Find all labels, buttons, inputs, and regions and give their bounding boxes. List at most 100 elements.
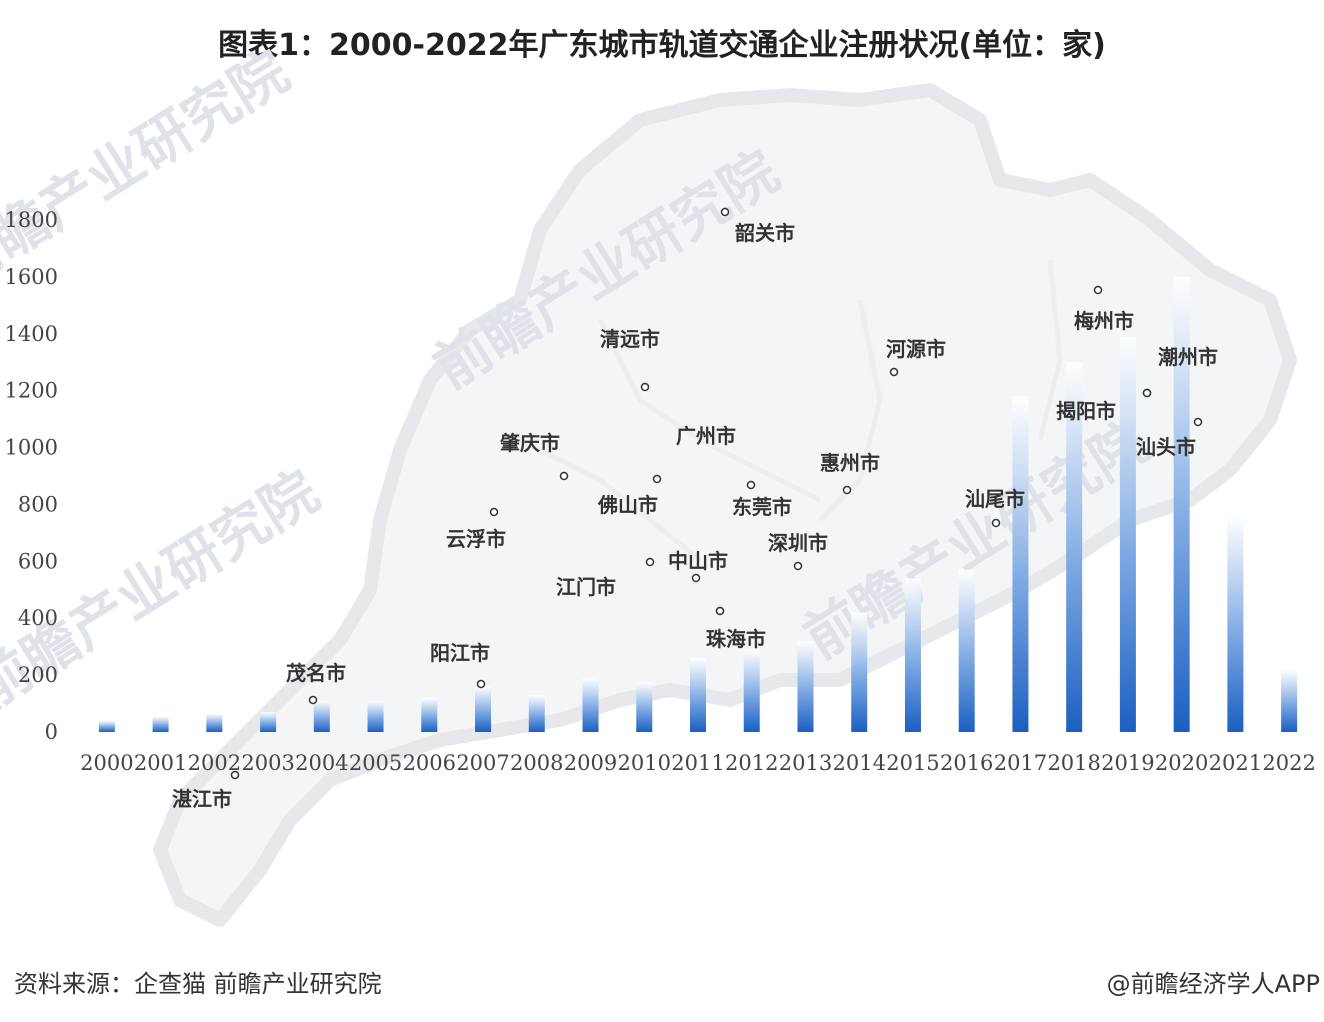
x-tick-label: 2014 <box>832 751 885 775</box>
bar <box>313 700 330 732</box>
city-label: 潮州市 <box>1158 345 1218 369</box>
y-tick-label: 1600 <box>5 265 58 289</box>
bar <box>904 578 921 732</box>
x-tick-label: 2009 <box>564 751 617 775</box>
city-label: 肇庆市 <box>500 431 560 455</box>
bar <box>421 697 438 732</box>
watermark-text-4: 前瞻产业研究院 <box>0 39 300 302</box>
city-label: 湛江市 <box>172 787 232 811</box>
x-tick-label: 2005 <box>349 751 402 775</box>
city-dot <box>991 518 1001 528</box>
city-label: 揭阳市 <box>1056 399 1116 423</box>
x-tick-label: 2022 <box>1262 751 1315 775</box>
city-dot <box>652 474 662 484</box>
city-dot <box>842 485 852 495</box>
x-tick-label: 2000 <box>80 751 133 775</box>
x-tick-label: 2020 <box>1155 751 1208 775</box>
x-tick-label: 2006 <box>403 751 456 775</box>
x-tick-label: 2019 <box>1101 751 1154 775</box>
city-dot <box>476 679 486 689</box>
y-tick-label: 1400 <box>5 322 58 346</box>
city-label: 惠州市 <box>820 451 880 475</box>
y-tick-label: 800 <box>18 492 58 516</box>
bar <box>1281 669 1298 732</box>
city-label: 河源市 <box>886 337 946 361</box>
city-label: 深圳市 <box>768 531 828 555</box>
city-label: 云浮市 <box>446 527 506 551</box>
city-label: 汕头市 <box>1136 435 1196 459</box>
bar <box>690 658 706 732</box>
city-dot <box>645 557 655 567</box>
city-label: 珠海市 <box>706 627 766 651</box>
x-tick-label: 2008 <box>510 751 563 775</box>
city-label: 梅州市 <box>1074 309 1134 333</box>
city-label: 中山市 <box>668 549 728 573</box>
bar <box>206 713 223 732</box>
city-dot <box>1193 417 1203 427</box>
source-note: 资料来源：企查猫 前瞻产业研究院 <box>14 970 382 998</box>
chart-title: 图表1：2000-2022年广东城市轨道交通企业注册状况(单位：家) <box>218 28 1106 63</box>
x-tick-label: 2007 <box>456 751 509 775</box>
bar <box>475 686 492 732</box>
bar <box>367 700 384 732</box>
bars <box>98 276 1298 732</box>
x-tick-label: 2017 <box>994 751 1047 775</box>
credit-note: @前瞻经济学人APP <box>1106 970 1320 998</box>
city-dot <box>1093 285 1103 295</box>
y-tick-label: 200 <box>18 663 58 687</box>
x-tick-label: 2016 <box>940 751 993 775</box>
bar <box>851 612 868 732</box>
x-tick-label: 2004 <box>295 751 348 775</box>
city-dot <box>746 480 756 490</box>
city-dot <box>715 606 725 616</box>
bar <box>98 720 115 732</box>
x-tick-label: 2013 <box>779 751 832 775</box>
x-tick-label: 2011 <box>671 751 724 775</box>
city-dot <box>889 367 899 377</box>
bar <box>1012 396 1029 732</box>
city-dot <box>559 471 569 481</box>
city-dot <box>793 561 803 571</box>
bar <box>797 640 814 732</box>
x-tick-label: 2002 <box>188 751 241 775</box>
city-dot <box>640 382 650 392</box>
bar <box>636 682 653 732</box>
city-dot <box>308 695 318 705</box>
bar <box>1066 362 1083 732</box>
x-tick-label: 2001 <box>134 751 187 775</box>
bar <box>1119 336 1136 732</box>
city-label: 广州市 <box>676 424 736 448</box>
bar <box>1227 515 1244 732</box>
city-label: 清远市 <box>600 327 660 351</box>
city-label: 汕尾市 <box>965 487 1025 511</box>
city-dot <box>1142 388 1152 398</box>
y-tick-label: 1000 <box>5 436 58 460</box>
city-dot <box>489 507 499 517</box>
y-tick-label: 1800 <box>5 208 58 232</box>
map-inner-borders <box>518 259 1063 562</box>
city-dot <box>720 207 730 217</box>
x-tick-label: 2010 <box>618 751 671 775</box>
y-axis: 0 200 400 600 800 1000 1200 1400 1600 1800 <box>5 208 58 744</box>
x-axis: 2000 2001 2002 2003 2004 2005 2006 2007 2008 2009… <box>80 751 1316 775</box>
city-label: 茂名市 <box>286 661 346 685</box>
city-label: 江门市 <box>556 575 616 599</box>
bar <box>260 712 277 732</box>
city-label: 阳江市 <box>430 641 490 665</box>
x-tick-label: 2012 <box>725 751 778 775</box>
bar <box>743 649 760 732</box>
city-dot <box>691 573 701 583</box>
y-tick-label: 0 <box>45 720 58 744</box>
y-tick-label: 600 <box>18 549 58 573</box>
bar <box>528 695 545 732</box>
city-label: 东莞市 <box>732 495 792 519</box>
city-label: 佛山市 <box>597 493 658 517</box>
bar <box>582 677 599 732</box>
city-label: 韶关市 <box>735 221 795 245</box>
city-dot <box>230 770 240 780</box>
bar <box>958 569 975 732</box>
bar <box>1173 276 1190 732</box>
x-tick-label: 2003 <box>241 751 294 775</box>
